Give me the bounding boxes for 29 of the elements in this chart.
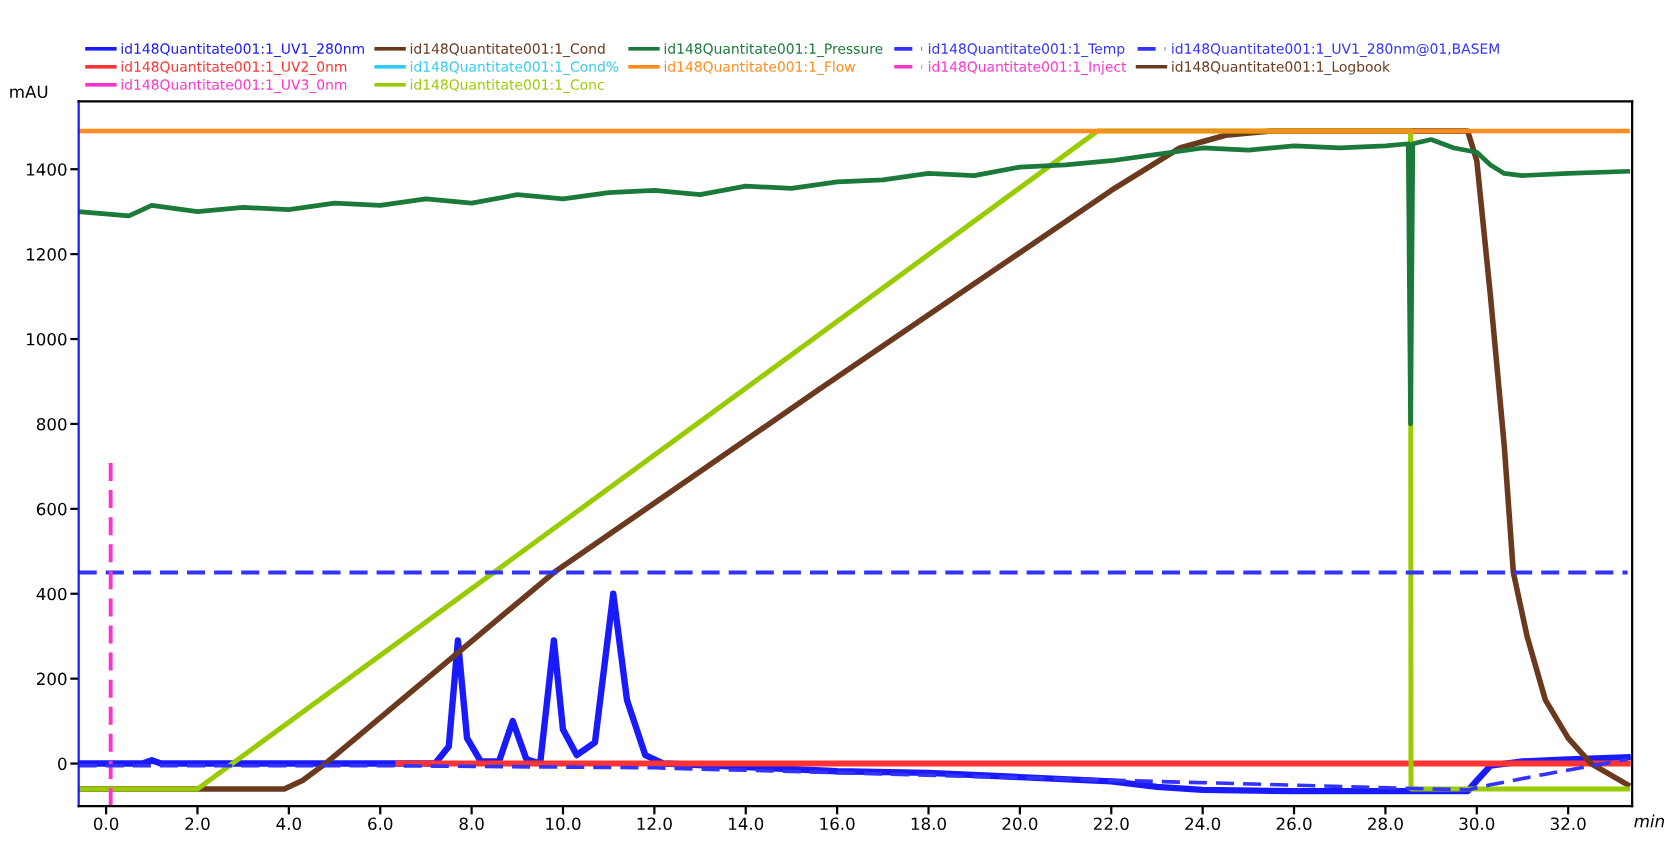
line-series <box>78 137 1630 427</box>
y-tick-label: 600 <box>36 502 67 516</box>
line-series <box>78 757 1630 792</box>
y-tick-label: 1000 <box>26 332 67 346</box>
x-axis-title: min <box>1634 814 1664 828</box>
x-tick-label: 0.0 <box>93 817 119 831</box>
y-tick-label: 400 <box>36 587 67 601</box>
x-tick-label: 30.0 <box>1459 817 1495 831</box>
y-tick-label: 1400 <box>26 163 67 176</box>
x-tick-label: 2.0 <box>185 817 210 831</box>
x-tick-label: 8.0 <box>459 817 484 831</box>
x-tick-label: 24.0 <box>1185 817 1221 831</box>
x-tick-label: 10.0 <box>546 817 581 831</box>
y-tick-label: 800 <box>36 417 67 431</box>
y-axis-title: mAU <box>10 85 48 99</box>
x-tick-label: 14.0 <box>729 817 764 831</box>
x-tick-label: 18.0 <box>911 817 946 831</box>
y-tick-label: 200 <box>36 672 67 686</box>
x-tick-label: 28.0 <box>1368 817 1403 831</box>
x-tick-label: 26.0 <box>1276 817 1312 831</box>
x-tick-label: 12.0 <box>637 817 672 831</box>
x-tick-label: 32.0 <box>1550 817 1586 831</box>
x-tick-label: 16.0 <box>820 817 855 831</box>
y-tick-label: 0 <box>58 757 67 771</box>
x-tick-label: 20.0 <box>1002 817 1038 831</box>
y-tick-label: 1200 <box>26 248 67 261</box>
x-tick-label: 6.0 <box>368 817 393 831</box>
x-tick-label: 22.0 <box>1093 817 1129 831</box>
x-tick-label: 4.0 <box>276 817 301 831</box>
